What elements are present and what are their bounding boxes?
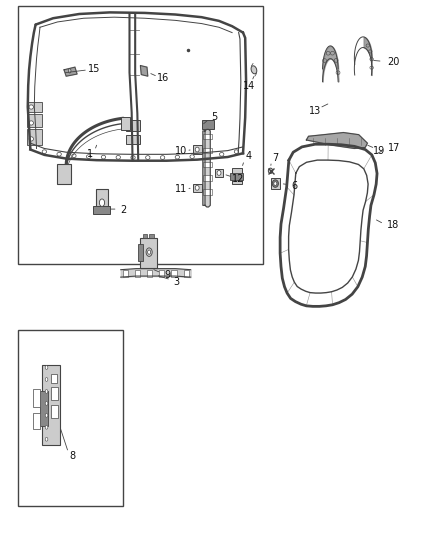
- Bar: [123, 270, 128, 277]
- Bar: [96, 189, 108, 211]
- Ellipse shape: [217, 171, 221, 175]
- Polygon shape: [203, 130, 210, 207]
- Ellipse shape: [68, 69, 71, 73]
- Bar: [203, 161, 212, 167]
- Bar: [33, 389, 39, 407]
- Bar: [138, 244, 144, 261]
- Bar: [271, 177, 280, 189]
- Bar: [135, 270, 140, 277]
- Bar: [193, 146, 201, 154]
- Text: 18: 18: [387, 220, 399, 230]
- Bar: [127, 120, 140, 132]
- Bar: [203, 175, 212, 181]
- Bar: [203, 189, 212, 195]
- Ellipse shape: [146, 248, 152, 256]
- Ellipse shape: [45, 401, 48, 405]
- Bar: [27, 114, 42, 127]
- Text: 13: 13: [309, 106, 321, 116]
- Text: 15: 15: [88, 64, 101, 74]
- Text: 2: 2: [120, 205, 126, 215]
- Bar: [184, 270, 189, 277]
- Bar: [232, 168, 242, 184]
- Ellipse shape: [99, 199, 105, 206]
- Polygon shape: [141, 66, 148, 76]
- Polygon shape: [306, 133, 367, 149]
- Bar: [57, 164, 71, 184]
- Text: 12: 12: [232, 174, 244, 184]
- Bar: [201, 120, 214, 130]
- Bar: [27, 102, 42, 112]
- Polygon shape: [64, 67, 77, 76]
- Text: 8: 8: [70, 451, 76, 461]
- Ellipse shape: [274, 182, 277, 185]
- Text: 17: 17: [388, 143, 400, 154]
- Text: 14: 14: [244, 81, 256, 91]
- Bar: [149, 234, 153, 238]
- Text: 3: 3: [173, 277, 180, 287]
- Ellipse shape: [45, 366, 48, 369]
- Bar: [51, 387, 58, 400]
- Bar: [51, 374, 57, 383]
- Text: 5: 5: [212, 111, 218, 122]
- Bar: [143, 234, 147, 238]
- Text: 20: 20: [388, 58, 400, 67]
- Bar: [127, 135, 140, 144]
- Ellipse shape: [45, 438, 48, 441]
- Bar: [51, 405, 58, 418]
- Bar: [18, 6, 263, 264]
- Ellipse shape: [251, 66, 257, 74]
- Ellipse shape: [272, 180, 279, 187]
- Ellipse shape: [29, 137, 33, 141]
- Text: 10: 10: [174, 146, 187, 156]
- Bar: [147, 270, 152, 277]
- Text: 4: 4: [246, 151, 252, 161]
- Bar: [203, 134, 212, 139]
- Text: 9: 9: [165, 270, 171, 280]
- Ellipse shape: [45, 414, 48, 417]
- Ellipse shape: [29, 105, 33, 109]
- Bar: [42, 365, 60, 445]
- Bar: [141, 238, 157, 268]
- Bar: [215, 168, 223, 177]
- Text: 11: 11: [174, 184, 187, 195]
- Text: 7: 7: [272, 152, 278, 163]
- Bar: [33, 413, 39, 429]
- Bar: [193, 183, 201, 192]
- Bar: [171, 270, 177, 277]
- Ellipse shape: [148, 250, 151, 254]
- Bar: [18, 330, 123, 506]
- Text: 19: 19: [373, 146, 385, 156]
- Ellipse shape: [45, 390, 48, 393]
- Ellipse shape: [268, 168, 273, 173]
- Text: 16: 16: [157, 74, 170, 83]
- Bar: [40, 391, 48, 426]
- Bar: [203, 148, 212, 153]
- Ellipse shape: [195, 147, 199, 152]
- Bar: [159, 270, 164, 277]
- Ellipse shape: [29, 121, 33, 125]
- Ellipse shape: [45, 425, 48, 429]
- Bar: [27, 130, 42, 146]
- Text: 6: 6: [291, 181, 297, 191]
- Ellipse shape: [195, 185, 199, 190]
- Bar: [93, 206, 110, 214]
- Text: 1: 1: [87, 149, 93, 159]
- Bar: [121, 117, 130, 130]
- Ellipse shape: [45, 377, 48, 381]
- Bar: [230, 173, 243, 180]
